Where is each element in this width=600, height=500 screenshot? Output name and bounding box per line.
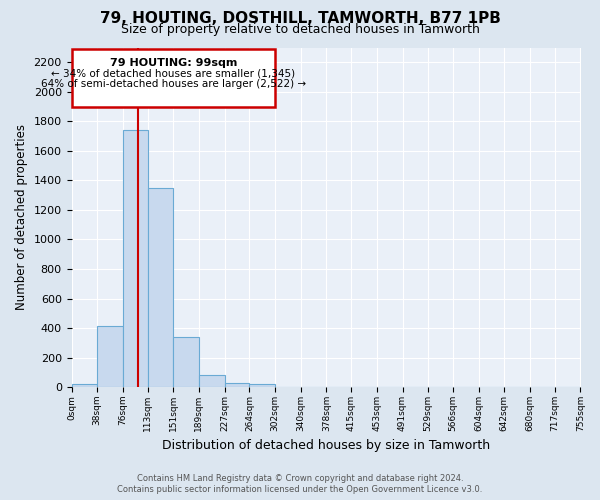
Text: 79 HOUTING: 99sqm: 79 HOUTING: 99sqm <box>110 58 237 68</box>
Bar <box>250 384 275 387</box>
Bar <box>123 130 148 387</box>
X-axis label: Distribution of detached houses by size in Tamworth: Distribution of detached houses by size … <box>162 440 490 452</box>
Bar <box>97 326 123 387</box>
FancyBboxPatch shape <box>71 49 275 106</box>
Text: 64% of semi-detached houses are larger (2,522) →: 64% of semi-detached houses are larger (… <box>41 78 306 88</box>
Bar <box>148 188 173 387</box>
Text: Contains HM Land Registry data © Crown copyright and database right 2024.
Contai: Contains HM Land Registry data © Crown c… <box>118 474 482 494</box>
Text: Size of property relative to detached houses in Tamworth: Size of property relative to detached ho… <box>121 22 479 36</box>
Bar <box>71 384 97 387</box>
Bar <box>199 376 224 387</box>
Bar <box>224 382 250 387</box>
Y-axis label: Number of detached properties: Number of detached properties <box>15 124 28 310</box>
Text: 79, HOUTING, DOSTHILL, TAMWORTH, B77 1PB: 79, HOUTING, DOSTHILL, TAMWORTH, B77 1PB <box>100 11 500 26</box>
Text: ← 34% of detached houses are smaller (1,345): ← 34% of detached houses are smaller (1,… <box>51 68 295 78</box>
Bar <box>173 337 199 387</box>
